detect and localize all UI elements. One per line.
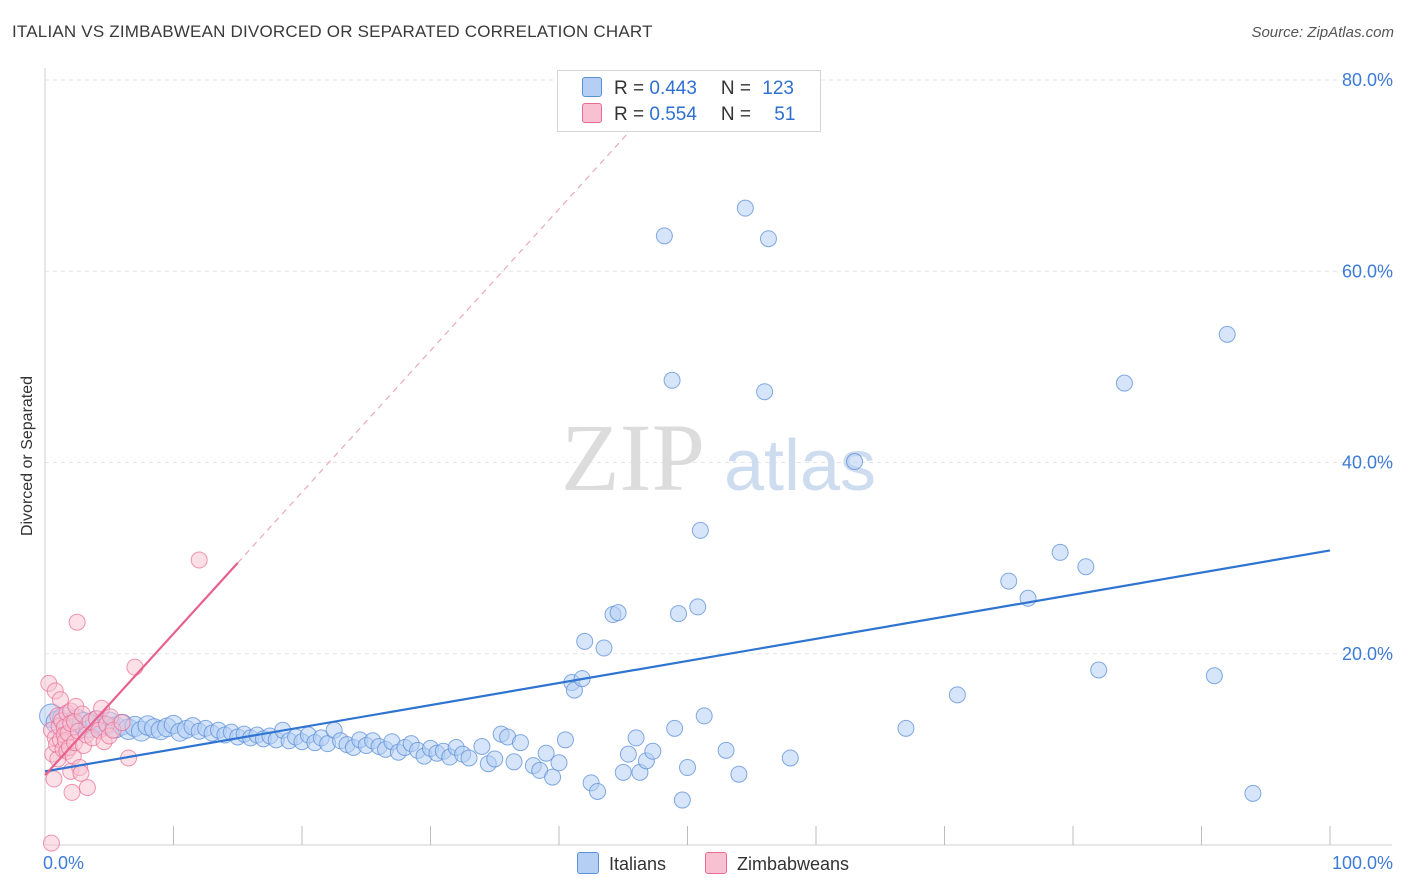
watermark-zip: ZIP — [561, 404, 705, 511]
italians-point — [670, 605, 688, 623]
italians-n-label: N = — [720, 78, 757, 99]
italians-point — [627, 729, 645, 747]
zimbabweans-point — [113, 714, 131, 732]
zimbabweans-legend-label: Zimbabweans — [737, 854, 850, 874]
zimbabweans-point — [68, 613, 86, 631]
y-tick-label-20: 20.0% — [1342, 644, 1393, 664]
italians-point — [460, 749, 478, 767]
italians-point — [576, 632, 594, 650]
italians-r-value: 0.443 — [649, 78, 697, 99]
italians-point — [1000, 572, 1018, 590]
y-tick-label-40: 40.0% — [1342, 453, 1393, 473]
legend-row-zimbabweans: R = 0.554 N = 51 — [582, 103, 795, 125]
italians-point — [619, 745, 637, 763]
italians-point — [1115, 374, 1133, 392]
italians-point — [897, 719, 915, 737]
italians-point — [673, 791, 691, 809]
italians-point — [663, 371, 681, 389]
x-tick-label-max: 100.0% — [1332, 853, 1393, 873]
italians-point — [644, 742, 662, 760]
zimbabweans-point — [126, 658, 144, 676]
x-tick-label-min: 0.0% — [43, 853, 84, 873]
zimbabweans-legend-swatch — [705, 852, 727, 874]
zimbabweans-point — [190, 551, 208, 569]
italians-point — [595, 639, 613, 657]
italians-point — [1218, 325, 1236, 343]
tick-labels: 20.0% 40.0% 60.0% 80.0% 0.0% 100.0% — [43, 70, 1393, 873]
chart-title: ITALIAN VS ZIMBABWEAN DIVORCED OR SEPARA… — [12, 22, 653, 41]
zimbabweans-trend-line — [44, 562, 239, 776]
italians-point — [655, 227, 673, 245]
italians-point — [948, 686, 966, 704]
legend-item-italians[interactable]: Italians — [577, 852, 666, 875]
italians-point — [550, 754, 568, 772]
italians-n-value: 123 — [762, 78, 794, 99]
italians-legend-label: Italians — [609, 854, 667, 874]
italians-point — [1244, 784, 1262, 802]
watermark: ZIP atlas — [561, 404, 876, 511]
italians-point — [589, 782, 607, 800]
legend-row-italians: R = 0.443 N = 123 — [582, 77, 794, 99]
zimbabweans-point — [45, 770, 63, 788]
italians-point — [556, 731, 574, 749]
source-credit: Source: ZipAtlas.com — [1251, 24, 1394, 41]
zimbabweans-point — [78, 779, 96, 797]
italians-point — [679, 759, 696, 777]
italians-swatch — [582, 77, 602, 97]
zimbabweans-point — [63, 783, 81, 801]
zimbabweans-r-value: 0.554 — [649, 104, 697, 125]
italians-point — [511, 734, 529, 752]
zimbabweans-points — [40, 551, 208, 852]
gridlines — [45, 79, 1392, 655]
legend-item-zimbabweans[interactable]: Zimbabweans — [705, 852, 849, 875]
italians-legend-swatch — [577, 852, 599, 874]
italians-point — [759, 230, 777, 248]
zimbabweans-point — [72, 764, 90, 782]
y-tick-label-60: 60.0% — [1342, 261, 1393, 281]
italians-point — [486, 750, 504, 768]
zimbabweans-swatch — [582, 103, 602, 123]
italians-point — [756, 383, 774, 401]
italians-point — [736, 199, 754, 217]
trend-lines — [44, 79, 1331, 776]
italians-trend-line — [44, 549, 1331, 773]
italians-point — [609, 604, 627, 622]
zimbabweans-point — [42, 834, 60, 852]
italians-point — [1077, 558, 1095, 576]
zimbabweans-r-label: R = — [614, 104, 650, 125]
italians-point — [695, 707, 713, 725]
italians-point — [666, 719, 684, 737]
italians-point — [505, 753, 523, 771]
italians-point — [473, 738, 491, 756]
italians-point — [1205, 667, 1223, 685]
y-axis-label: Divorced or Separated — [19, 375, 36, 537]
italians-point — [544, 768, 562, 786]
correlation-legend: R = 0.443 N = 123 R = 0.554 N = 51 — [557, 70, 821, 132]
italians-point — [730, 765, 748, 783]
italians-point — [717, 741, 735, 759]
italians-point — [689, 598, 707, 616]
y-tick-label-80: 80.0% — [1342, 70, 1393, 90]
italians-point — [781, 749, 799, 767]
italians-point — [846, 453, 864, 471]
zimbabweans-n-value: 51 — [774, 104, 796, 125]
italians-point — [614, 763, 632, 781]
zimbabweans-n-label: N = — [720, 104, 757, 125]
italians-point — [537, 744, 555, 762]
italians-point — [691, 521, 709, 539]
italians-points — [39, 199, 1262, 809]
italians-r-label: R = — [614, 78, 650, 99]
italians-point — [1051, 543, 1069, 561]
italians-point — [1090, 661, 1108, 679]
zimbabweans-trend-extension — [237, 79, 677, 564]
